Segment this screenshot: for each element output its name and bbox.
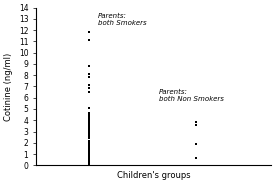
Y-axis label: Cotinine (ng/ml): Cotinine (ng/ml) [4, 52, 13, 121]
Text: Parents:
both Smokers: Parents: both Smokers [98, 13, 147, 26]
Text: Parents:
both Non Smokers: Parents: both Non Smokers [159, 89, 224, 102]
X-axis label: Children's groups: Children's groups [117, 171, 190, 180]
